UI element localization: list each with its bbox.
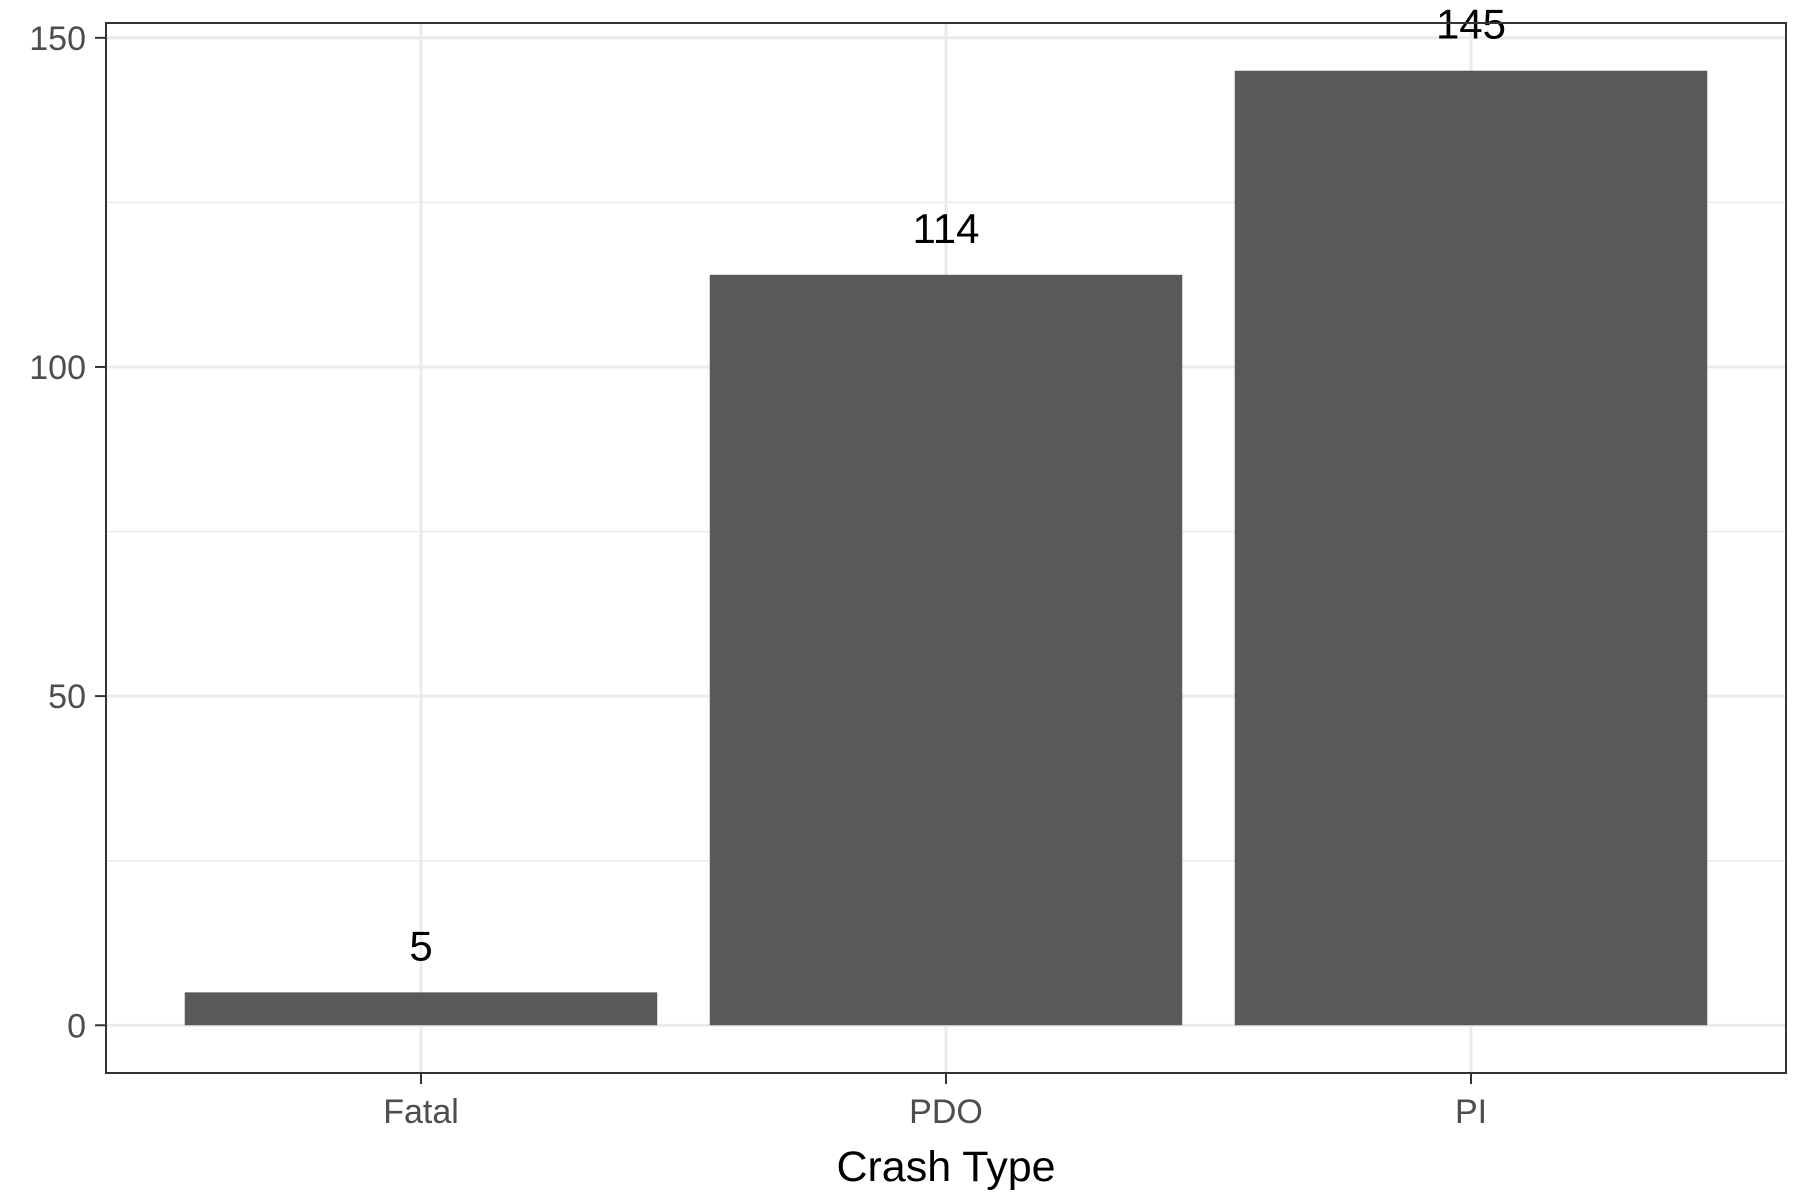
x-axis: Fatal PDO PI [383, 1073, 1487, 1131]
bars [184, 70, 1708, 1026]
x-axis-title: Crash Type [836, 1143, 1055, 1191]
y-axis: 0 50 100 150 [29, 20, 106, 1045]
bar-fatal [184, 992, 658, 1026]
bar-value-label: 5 [409, 922, 432, 969]
bar-value-label: 114 [913, 205, 980, 252]
bar-value-label: 145 [1436, 1, 1506, 48]
y-tick-label: 50 [48, 678, 86, 716]
y-tick-label: 0 [67, 1007, 86, 1045]
x-tick-label: Fatal [383, 1093, 459, 1131]
bar-pi [1234, 70, 1708, 1026]
x-tick-label: PDO [909, 1093, 983, 1131]
y-tick-label: 150 [29, 20, 86, 58]
data-labels: 5 114 145 [409, 1, 1506, 970]
x-tick-label: PI [1455, 1093, 1487, 1131]
y-tick-label: 100 [29, 349, 86, 387]
bar-pdo [709, 274, 1183, 1026]
